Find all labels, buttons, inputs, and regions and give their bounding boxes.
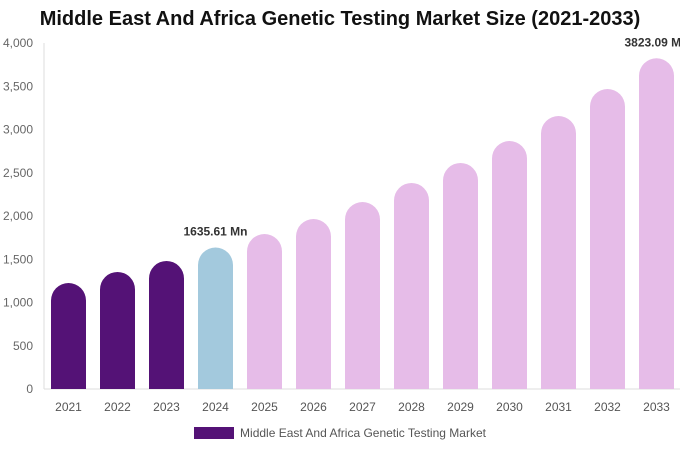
bar-2024 [198, 247, 233, 389]
y-tick-label: 500 [13, 339, 33, 353]
x-tick-label: 2023 [153, 400, 180, 414]
x-tick-label: 2033 [643, 400, 670, 414]
x-tick-label: 2021 [55, 400, 82, 414]
y-tick-label: 2,500 [3, 166, 33, 180]
x-tick-label: 2027 [349, 400, 376, 414]
bar-2028 [394, 182, 429, 389]
data-label-2033: 3823.09 Mn [624, 35, 680, 49]
y-tick-label: 4,000 [3, 36, 33, 50]
legend-label: Middle East And Africa Genetic Testing M… [240, 426, 486, 440]
chart-title: Middle East And Africa Genetic Testing M… [39, 8, 641, 30]
bar-2025 [247, 233, 282, 389]
x-tick-label: 2032 [594, 400, 621, 414]
legend: Middle East And Africa Genetic Testing M… [0, 426, 680, 440]
y-tick-label: 1,000 [3, 296, 33, 310]
x-tick-label: 2022 [104, 400, 131, 414]
bar-2033 [639, 58, 674, 390]
data-label-2024: 1635.61 Mn [183, 225, 247, 239]
y-tick-label: 1,500 [3, 252, 33, 266]
x-tick-label: 2029 [447, 400, 474, 414]
bar-2021 [51, 283, 86, 389]
x-tick-label: 2024 [202, 400, 229, 414]
legend-swatch [194, 427, 235, 439]
x-tick-label: 2026 [300, 400, 327, 414]
y-tick-label: 3,000 [3, 123, 33, 137]
bar-2027 [345, 201, 380, 389]
bar-2023 [149, 260, 184, 389]
bar-2031 [541, 116, 576, 389]
x-tick-label: 2030 [496, 400, 523, 414]
bar-2030 [492, 141, 527, 389]
x-tick-label: 2031 [545, 400, 572, 414]
bar-2029 [443, 162, 478, 389]
x-tick-label: 2025 [251, 400, 278, 414]
y-tick-label: 3,500 [3, 79, 33, 93]
bar-2026 [296, 219, 331, 389]
y-tick-label: 2,000 [3, 209, 33, 223]
x-tick-label: 2028 [398, 400, 425, 414]
bar-2022 [100, 271, 135, 389]
y-tick-label: 0 [26, 382, 33, 396]
bar-2032 [590, 89, 625, 389]
